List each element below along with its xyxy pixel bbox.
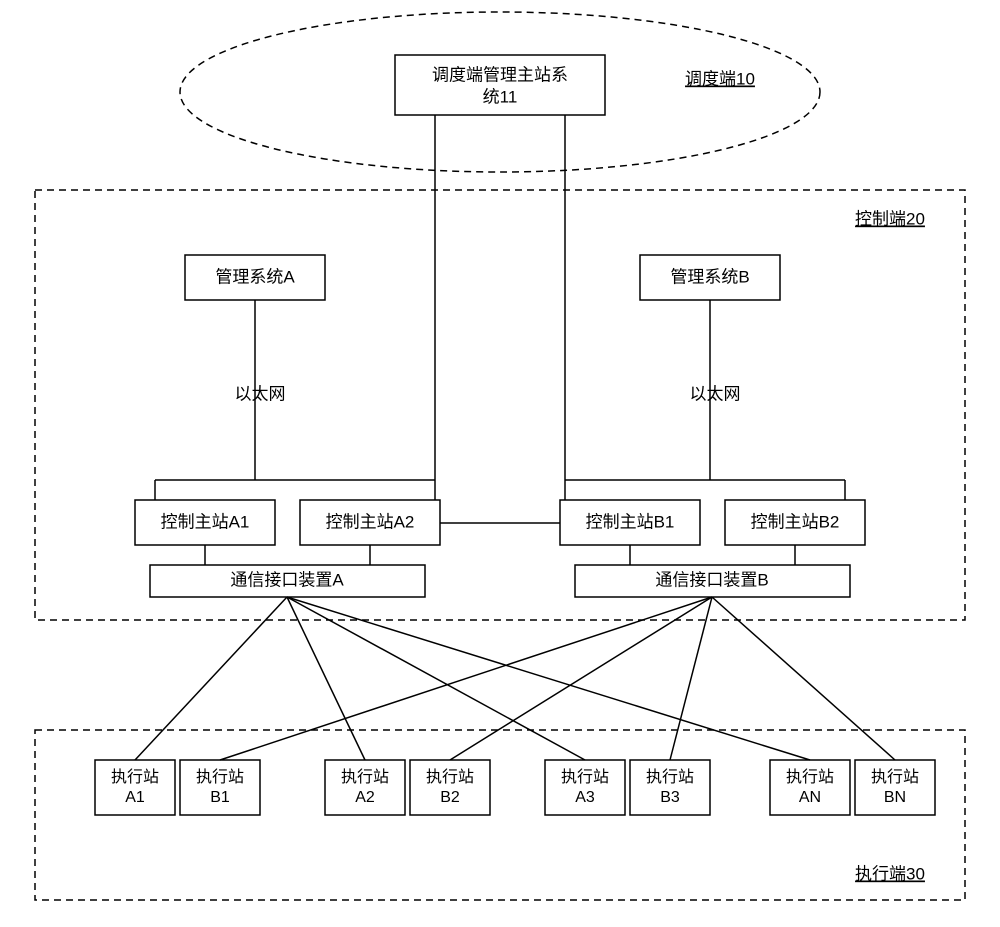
ethernet-a-label: 以太网	[235, 384, 286, 403]
control-boundary	[35, 190, 965, 620]
master-station-label-2: 统11	[483, 87, 518, 106]
exec-a3-l2: A3	[575, 789, 595, 806]
diagram-canvas: 调度端10 调度端管理主站系 统11 控制端20 管理系统A 管理系统B 以太网…	[0, 0, 1000, 927]
edge-commA-A1	[135, 597, 287, 760]
exec-b2-l1: 执行站	[426, 768, 474, 786]
ctrl-b1-label: 控制主站B1	[586, 512, 675, 531]
dispatch-section-label: 调度端10	[685, 69, 755, 88]
exec-a2-l2: A2	[355, 789, 375, 806]
exec-a3-l1: 执行站	[561, 768, 609, 786]
exec-a1-l1: 执行站	[111, 768, 159, 786]
edge-commB-B3	[670, 597, 712, 760]
comm-a-label: 通信接口装置A	[230, 570, 344, 589]
control-section-label: 控制端20	[855, 209, 925, 228]
exec-b1-l1: 执行站	[196, 768, 244, 786]
exec-b3-l1: 执行站	[646, 768, 694, 786]
comm-b-label: 通信接口装置B	[655, 570, 768, 589]
exec-an-l2: AN	[799, 789, 821, 806]
edge-commB-BN	[712, 597, 895, 760]
exec-an-l1: 执行站	[786, 768, 834, 786]
master-station-label-1: 调度端管理主站系	[432, 65, 568, 84]
mgmt-b-label: 管理系统B	[670, 267, 749, 286]
exec-b3-l2: B3	[660, 789, 680, 806]
exec-a2-l1: 执行站	[341, 768, 389, 786]
ctrl-a2-label: 控制主站A2	[326, 512, 415, 531]
exec-section-label: 执行端30	[855, 864, 925, 883]
exec-bn-l1: 执行站	[871, 768, 919, 786]
ctrl-b2-label: 控制主站B2	[751, 512, 840, 531]
ctrl-a1-label: 控制主站A1	[161, 512, 250, 531]
edge-commB-B2	[450, 597, 712, 760]
edge-commA-A3	[287, 597, 585, 760]
mgmt-a-label: 管理系统A	[215, 267, 295, 286]
ethernet-b-label: 以太网	[690, 384, 741, 403]
exec-a1-l2: A1	[125, 789, 145, 806]
edge-commA-AN	[287, 597, 810, 760]
exec-b1-l2: B1	[210, 789, 230, 806]
exec-b2-l2: B2	[440, 789, 460, 806]
exec-bn-l2: BN	[884, 789, 906, 806]
edge-commB-B1	[220, 597, 712, 760]
edge-commA-A2	[287, 597, 365, 760]
